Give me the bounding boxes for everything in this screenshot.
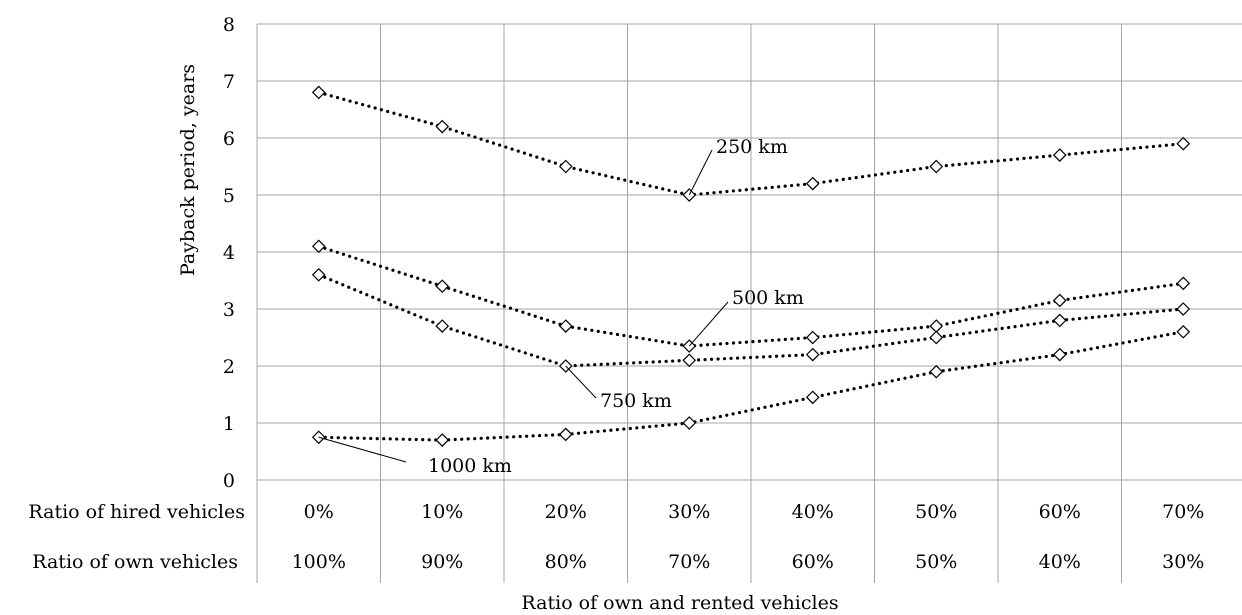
x-tick-label-hired: 50% bbox=[915, 501, 957, 523]
y-tick-label: 0 bbox=[223, 470, 235, 492]
data-point bbox=[1052, 293, 1067, 308]
data-point bbox=[682, 353, 697, 368]
x-tick-label-own: 60% bbox=[792, 551, 834, 573]
y-tick-label: 6 bbox=[223, 128, 235, 150]
series-label: 500 km bbox=[732, 287, 804, 309]
y-tick-label: 4 bbox=[223, 242, 235, 264]
y-axis: 0 1 2 3 4 5 6 7 8 bbox=[223, 14, 235, 492]
grid bbox=[256, 23, 1242, 583]
series-layer bbox=[311, 85, 1191, 447]
data-point bbox=[1176, 324, 1191, 339]
y-tick-label: 2 bbox=[223, 356, 235, 378]
series-label-leader bbox=[688, 149, 713, 196]
x-axis-table: Ratio of hired vehicles Ratio of own veh… bbox=[28, 501, 1204, 573]
x-axis-title: Ratio of own and rented vehicles bbox=[521, 592, 838, 614]
row-label-hired: Ratio of hired vehicles bbox=[28, 501, 245, 523]
data-point bbox=[805, 176, 820, 191]
data-point bbox=[1176, 136, 1191, 151]
series-label-leader bbox=[688, 301, 729, 347]
series-line bbox=[317, 90, 1185, 197]
data-point bbox=[311, 267, 326, 282]
y-tick-label: 7 bbox=[223, 71, 235, 93]
data-point bbox=[435, 433, 450, 447]
x-tick-label-own: 30% bbox=[1162, 551, 1204, 573]
data-point bbox=[1052, 313, 1067, 328]
y-tick-label: 3 bbox=[223, 299, 235, 321]
data-point bbox=[929, 159, 944, 174]
data-point bbox=[435, 279, 450, 294]
x-tick-label-own: 100% bbox=[292, 551, 346, 573]
data-point bbox=[1052, 148, 1067, 162]
data-point bbox=[558, 319, 573, 333]
series-0 bbox=[311, 85, 1191, 202]
series-3 bbox=[311, 324, 1191, 447]
series-label-leader bbox=[565, 365, 597, 399]
data-point bbox=[929, 364, 944, 379]
x-tick-label-hired: 30% bbox=[668, 501, 710, 523]
x-tick-label-hired: 60% bbox=[1039, 501, 1081, 523]
y-tick-label: 1 bbox=[223, 413, 235, 435]
data-point bbox=[682, 416, 697, 430]
x-tick-label-hired: 70% bbox=[1162, 501, 1204, 523]
data-point bbox=[311, 85, 326, 100]
data-point bbox=[311, 239, 326, 254]
data-point bbox=[805, 330, 820, 345]
data-point bbox=[435, 319, 450, 333]
x-tick-label-own: 90% bbox=[421, 551, 463, 573]
x-tick-label-hired: 20% bbox=[545, 501, 587, 523]
data-point bbox=[558, 427, 573, 442]
x-tick-label-own: 80% bbox=[545, 551, 587, 573]
series-label: 250 km bbox=[716, 136, 788, 158]
data-point bbox=[1176, 276, 1191, 291]
data-point bbox=[805, 347, 820, 362]
data-point bbox=[929, 330, 944, 345]
x-tick-label-hired: 40% bbox=[792, 501, 834, 523]
x-tick-label-own: 40% bbox=[1039, 551, 1081, 573]
data-point bbox=[1176, 302, 1191, 316]
row-label-own: Ratio of own vehicles bbox=[32, 551, 238, 573]
series-line bbox=[317, 273, 1185, 368]
x-tick-label-hired: 0% bbox=[304, 501, 334, 523]
data-point bbox=[558, 159, 573, 174]
series-label: 1000 km bbox=[428, 455, 512, 477]
data-point bbox=[805, 390, 820, 405]
y-tick-label: 8 bbox=[223, 14, 235, 36]
series-label: 750 km bbox=[600, 390, 672, 412]
y-axis-title: Payback period, years bbox=[177, 64, 199, 276]
data-point bbox=[929, 319, 944, 333]
data-point bbox=[435, 119, 450, 134]
y-tick-label: 5 bbox=[223, 185, 235, 207]
series-line bbox=[317, 330, 1185, 442]
series-2 bbox=[311, 267, 1191, 373]
x-tick-label-hired: 10% bbox=[421, 501, 463, 523]
data-point bbox=[1052, 347, 1067, 362]
series-label-leader bbox=[318, 436, 407, 463]
x-tick-label-own: 70% bbox=[668, 551, 710, 573]
series-labels: 250 km 500 km 750 km 1000 km bbox=[318, 136, 804, 477]
x-tick-label-own: 50% bbox=[915, 551, 957, 573]
